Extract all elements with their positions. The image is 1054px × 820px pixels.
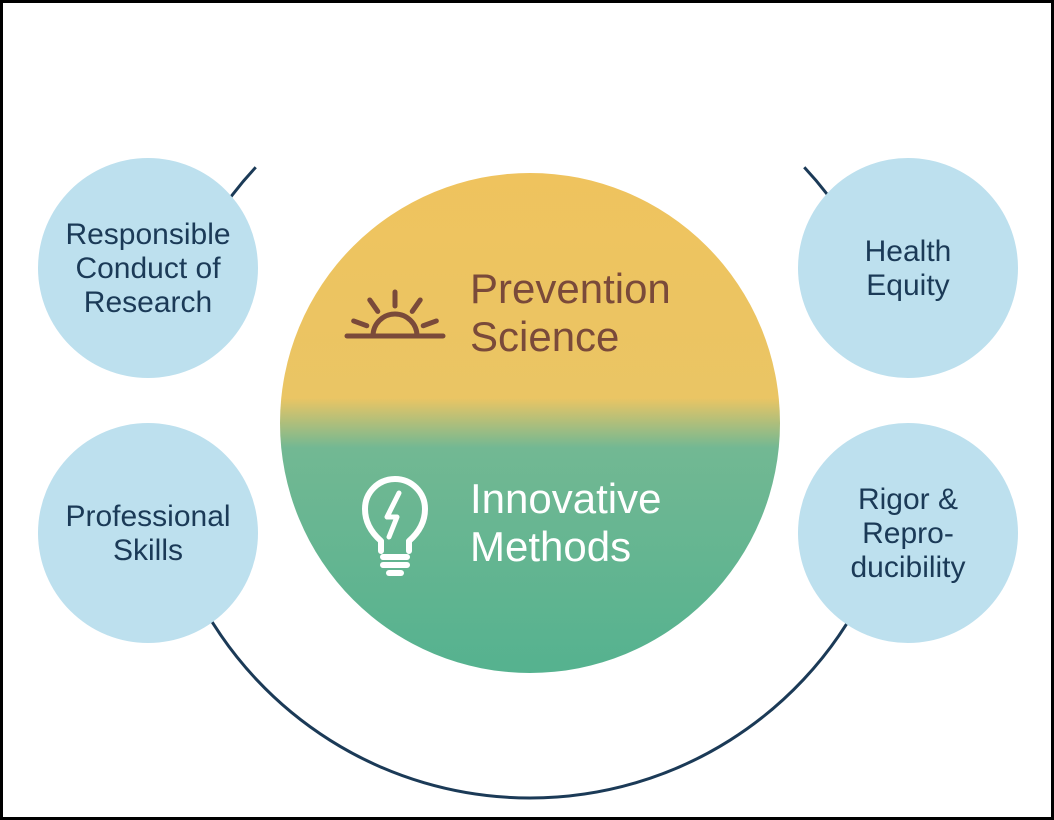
circle-health-equity <box>798 158 1018 378</box>
circle-label-health-equity-1: Equity <box>866 269 949 302</box>
center-label-innovative-1: Innovative <box>470 475 661 522</box>
center-circle <box>280 173 780 673</box>
circle-label-professional-skills-1: Skills <box>113 534 183 567</box>
center-label-innovative-2: Methods <box>470 523 631 570</box>
circle-label-responsible-conduct-1: Conduct of <box>75 252 221 285</box>
circle-label-health-equity-0: Health <box>865 235 952 268</box>
circle-label-professional-skills-0: Professional <box>65 500 230 533</box>
center-label-prevention-1: Prevention <box>470 265 671 312</box>
diagram-svg: SUBSTANCE USE & ADDICTION Prevention Sci… <box>3 3 1054 820</box>
circle-label-rigor-reproducibility-0: Rigor & <box>858 483 958 516</box>
center-label-prevention-2: Science <box>470 313 619 360</box>
circle-professional-skills <box>38 423 258 643</box>
circle-label-responsible-conduct-2: Research <box>84 286 212 319</box>
diagram-frame: SUBSTANCE USE & ADDICTION Prevention Sci… <box>0 0 1054 820</box>
circle-label-responsible-conduct-0: Responsible <box>65 218 230 251</box>
circle-label-rigor-reproducibility-1: Repro- <box>862 517 954 550</box>
circle-label-rigor-reproducibility-2: ducibility <box>850 551 965 584</box>
